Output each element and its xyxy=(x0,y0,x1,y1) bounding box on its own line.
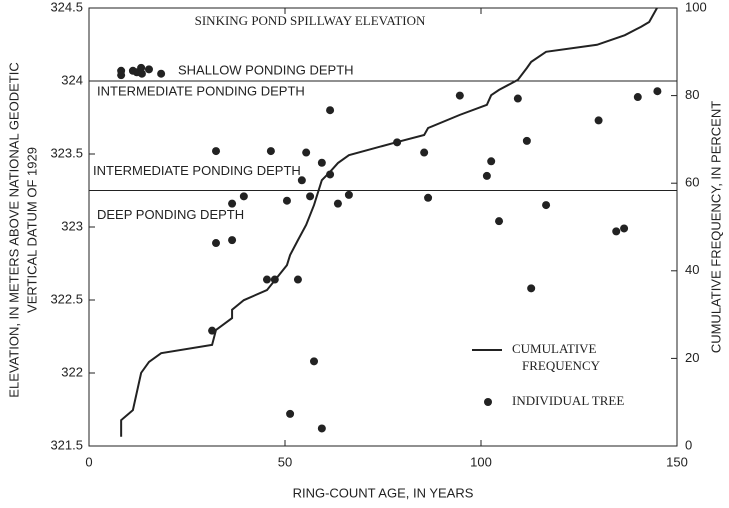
y2-tick-label: 60 xyxy=(685,175,699,190)
tree-point xyxy=(487,157,496,166)
tree-point xyxy=(482,171,491,180)
tree-point xyxy=(212,147,221,156)
tree-point xyxy=(424,193,433,202)
tree-point xyxy=(317,158,326,167)
reference-label: INTERMEDIATE PONDING DEPTH xyxy=(93,163,301,178)
tree-point xyxy=(317,424,326,433)
tree-point xyxy=(612,227,621,236)
y2-tick-label: 100 xyxy=(685,0,707,14)
y-axis-label: VERTICAL DATUM OF 1929 xyxy=(24,147,39,313)
tree-point xyxy=(326,170,335,179)
tree-point xyxy=(228,236,237,245)
y2-tick-label: 0 xyxy=(685,437,692,452)
tree-point xyxy=(208,326,217,335)
tree-point xyxy=(137,69,146,78)
tree-point xyxy=(228,199,237,208)
y-axis-label: ELEVATION, IN METERS ABOVE NATIONAL GEOD… xyxy=(6,62,21,397)
tree-point xyxy=(522,136,531,145)
tree-point xyxy=(239,192,248,201)
x-tick-label: 50 xyxy=(278,454,292,469)
reference-label: DEEP PONDING DEPTH xyxy=(97,207,244,222)
y-tick-label: 324 xyxy=(61,72,83,87)
tree-point xyxy=(455,91,464,100)
tree-point xyxy=(212,239,221,248)
tree-point xyxy=(513,94,522,103)
tree-point xyxy=(117,71,126,80)
tree-point xyxy=(310,357,319,366)
y-tick-label: 323 xyxy=(61,218,83,233)
y-tick-label: 321.5 xyxy=(50,437,83,452)
y-tick-label: 323.5 xyxy=(50,145,83,160)
tree-point xyxy=(262,275,271,284)
y2-tick-label: 40 xyxy=(685,262,699,277)
tree-point xyxy=(527,284,536,293)
tree-point xyxy=(594,116,603,125)
tree-point xyxy=(144,65,153,74)
tree-point xyxy=(293,275,302,284)
tree-point xyxy=(653,87,662,96)
y2-tick-label: 80 xyxy=(685,87,699,102)
tree-point xyxy=(495,217,504,226)
x-tick-label: 0 xyxy=(85,454,92,469)
tree-point xyxy=(297,176,306,185)
y-tick-label: 322.5 xyxy=(50,291,83,306)
tree-point xyxy=(344,190,353,199)
tree-point xyxy=(282,196,291,205)
x-tick-label: 150 xyxy=(666,454,688,469)
y2-axis-label: CUMULATIVE FREQUENCY, IN PERCENT xyxy=(708,101,723,353)
tree-point xyxy=(393,138,402,147)
tree-point xyxy=(302,148,311,157)
tree-point xyxy=(633,93,642,102)
tree-point xyxy=(266,147,275,156)
reference-label: SHALLOW PONDING DEPTH xyxy=(178,62,354,77)
tree-point xyxy=(542,201,551,210)
y-tick-label: 322 xyxy=(61,364,83,379)
reference-label: INTERMEDIATE PONDING DEPTH xyxy=(97,83,305,98)
y-tick-label: 324.5 xyxy=(50,0,83,14)
tree-point xyxy=(157,69,166,78)
legend-label: CUMULATIVE FREQUENCY xyxy=(512,341,601,373)
tree-point xyxy=(333,199,342,208)
x-axis-label: RING-COUNT AGE, IN YEARS xyxy=(293,485,474,500)
tree-point xyxy=(270,275,279,284)
tree-point xyxy=(420,148,429,157)
tree-point xyxy=(137,63,146,72)
tree-point xyxy=(620,224,629,233)
legend-dot xyxy=(484,398,492,406)
tree-point xyxy=(326,106,335,115)
tree-point xyxy=(306,192,315,201)
annotation: SINKING POND SPILLWAY ELEVATION xyxy=(195,13,426,28)
legend-label: INDIVIDUAL TREE xyxy=(512,393,624,408)
x-tick-label: 100 xyxy=(470,454,492,469)
y2-tick-label: 20 xyxy=(685,350,699,365)
tree-point xyxy=(286,409,295,418)
